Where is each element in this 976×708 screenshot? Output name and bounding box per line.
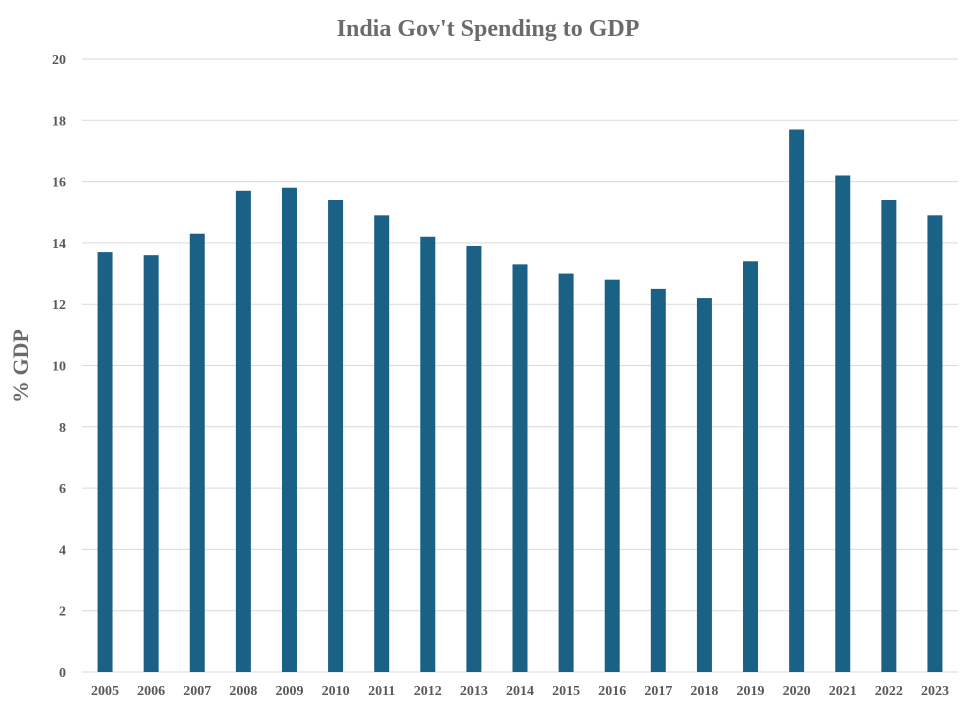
- y-tick-label: 6: [59, 482, 66, 497]
- y-axis-label: % GDP: [8, 329, 33, 403]
- bar-2021: [835, 175, 851, 672]
- bar-2023: [927, 215, 943, 672]
- x-tick-label: 2010: [322, 684, 350, 699]
- y-tick-label: 8: [59, 421, 66, 436]
- bar-2009: [281, 187, 297, 673]
- bar-2017: [650, 288, 666, 672]
- x-tick-label: 2013: [460, 684, 488, 699]
- y-axis-ticks: 0 2 4 6 8 10 12 14 16 18 20: [52, 53, 66, 681]
- bar-2011: [374, 215, 390, 672]
- x-tick-label: 2009: [275, 684, 303, 699]
- y-tick-label: 12: [52, 298, 66, 313]
- x-tick-label: 2012: [414, 684, 442, 699]
- bar-2014: [512, 264, 528, 672]
- x-tick-label: 2015: [552, 684, 580, 699]
- y-tick-label: 16: [52, 176, 66, 191]
- bar-2019: [743, 261, 759, 672]
- bar-2015: [558, 273, 574, 672]
- y-tick-label: 14: [52, 237, 66, 252]
- bar-2018: [696, 298, 712, 672]
- y-tick-label: 20: [52, 53, 66, 68]
- x-tick-label: 2021: [829, 684, 857, 699]
- x-tick-label: 2006: [137, 684, 165, 699]
- x-tick-label: 2007: [183, 684, 211, 699]
- x-tick-label: 2017: [644, 684, 672, 699]
- x-tick-label: 2020: [783, 684, 811, 699]
- x-tick-label: 2022: [875, 684, 903, 699]
- bars: [97, 129, 943, 673]
- x-tick-label: 2016: [598, 684, 626, 699]
- x-tick-label: 2018: [690, 684, 718, 699]
- chart-title: India Gov't Spending to GDP: [337, 16, 640, 42]
- y-tick-label: 4: [59, 543, 66, 558]
- x-tick-label: 2023: [921, 684, 949, 699]
- x-axis-ticks: 2005 2006 2007 2008 2009 2010 2011 2012 2013 2014…: [91, 684, 949, 699]
- x-tick-label: 2008: [229, 684, 257, 699]
- y-tick-label: 2: [59, 605, 66, 620]
- y-tick-label: 0: [59, 666, 66, 681]
- bar-2008: [235, 190, 251, 673]
- x-tick-label: 2011: [368, 684, 395, 699]
- bar-2013: [466, 245, 482, 672]
- bar-2012: [420, 236, 436, 672]
- x-tick-label: 2019: [737, 684, 765, 699]
- bar-2020: [789, 129, 805, 672]
- y-tick-label: 10: [52, 360, 66, 375]
- bar-2016: [604, 279, 620, 672]
- bar-2007: [189, 233, 205, 672]
- bar-2005: [97, 252, 113, 672]
- x-tick-label: 2014: [506, 684, 534, 699]
- bar-2006: [143, 255, 159, 672]
- bar-2010: [328, 199, 344, 673]
- x-tick-label: 2005: [91, 684, 119, 699]
- bar-2022: [881, 199, 897, 673]
- y-tick-label: 18: [52, 114, 66, 129]
